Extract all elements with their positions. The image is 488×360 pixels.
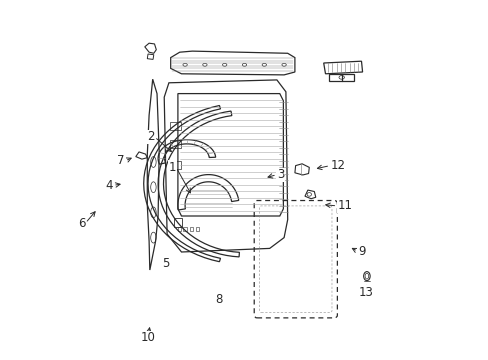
Text: 9: 9 xyxy=(357,245,365,258)
Text: 1: 1 xyxy=(168,161,176,174)
Bar xyxy=(170,161,181,169)
Bar xyxy=(170,122,181,130)
Text: 11: 11 xyxy=(337,199,352,212)
Text: 13: 13 xyxy=(358,286,373,299)
Bar xyxy=(173,218,181,227)
Text: 5: 5 xyxy=(162,257,169,270)
Bar xyxy=(170,140,181,148)
Text: 6: 6 xyxy=(78,217,85,230)
Bar xyxy=(189,227,193,231)
Text: 2: 2 xyxy=(147,130,154,143)
Bar xyxy=(178,227,181,231)
Polygon shape xyxy=(178,94,283,216)
Text: 12: 12 xyxy=(329,159,345,172)
Text: 3: 3 xyxy=(276,168,284,181)
Bar xyxy=(196,227,199,231)
Text: 10: 10 xyxy=(140,331,155,344)
Text: 8: 8 xyxy=(215,293,223,306)
Text: 4: 4 xyxy=(105,179,113,192)
Text: 7: 7 xyxy=(117,154,125,167)
Bar xyxy=(183,227,186,231)
